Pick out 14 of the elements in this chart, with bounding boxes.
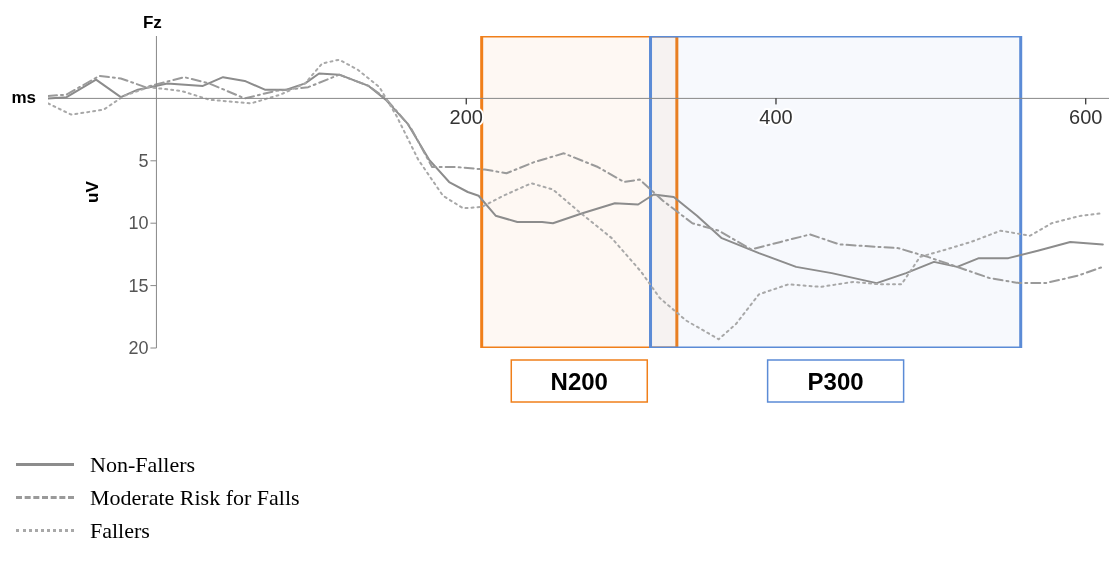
y-tick-label: 10 <box>128 213 149 234</box>
x-tick-label: 600 <box>1069 106 1103 129</box>
chart-title: Fz <box>142 13 162 32</box>
band-label: P300 <box>807 368 864 395</box>
legend-label: Moderate Risk for Falls <box>90 484 300 511</box>
y-tick-label: 5 <box>138 150 149 171</box>
y-tick-label: 15 <box>128 275 149 296</box>
x-axis-title: ms <box>11 88 36 108</box>
y-tick-label: 20 <box>128 338 149 358</box>
legend-label: Non-Fallers <box>90 451 196 478</box>
y-axis-title: uV <box>83 180 103 203</box>
legend-label: Fallers <box>90 517 150 544</box>
band-label: N200 <box>550 368 608 395</box>
x-tick-label: 400 <box>759 106 793 129</box>
